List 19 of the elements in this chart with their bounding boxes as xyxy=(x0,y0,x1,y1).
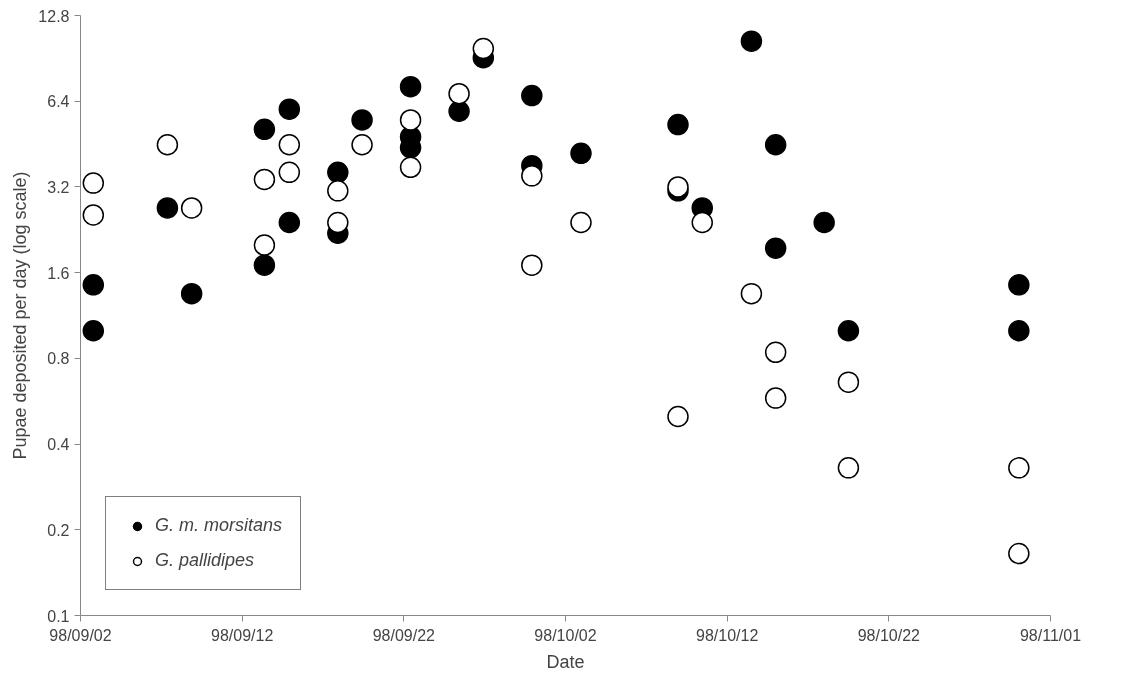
legend-label: G. m. morsitans xyxy=(155,515,283,536)
y-tick-label: 0.2 xyxy=(47,521,70,539)
x-tick-label: 98/09/22 xyxy=(372,626,436,644)
y-tick-label: 3.2 xyxy=(47,178,70,196)
legend-label: G. pallidipes xyxy=(155,550,255,571)
y-tick-label: 0.1 xyxy=(47,607,70,625)
y-tick-label: 6.4 xyxy=(47,93,70,111)
x-tick-label: 98/10/12 xyxy=(696,626,759,644)
y-axis-title: Pupae deposited per day (log scale) xyxy=(10,171,31,460)
x-tick-label: 98/10/22 xyxy=(857,626,921,644)
y-tick-label: 12.8 xyxy=(38,7,70,25)
x-tick-label: 98/09/12 xyxy=(211,626,274,644)
y-tick-label: 0.8 xyxy=(47,350,70,368)
y-tick-label: 1.6 xyxy=(47,264,70,282)
y-tick-label: 0.4 xyxy=(47,436,70,454)
x-tick-label: 98/10/02 xyxy=(534,626,597,644)
x-tick-label: 98/11/01 xyxy=(1019,626,1082,644)
x-tick-label: 98/09/02 xyxy=(49,626,112,644)
x-axis-title: Date xyxy=(546,651,585,672)
